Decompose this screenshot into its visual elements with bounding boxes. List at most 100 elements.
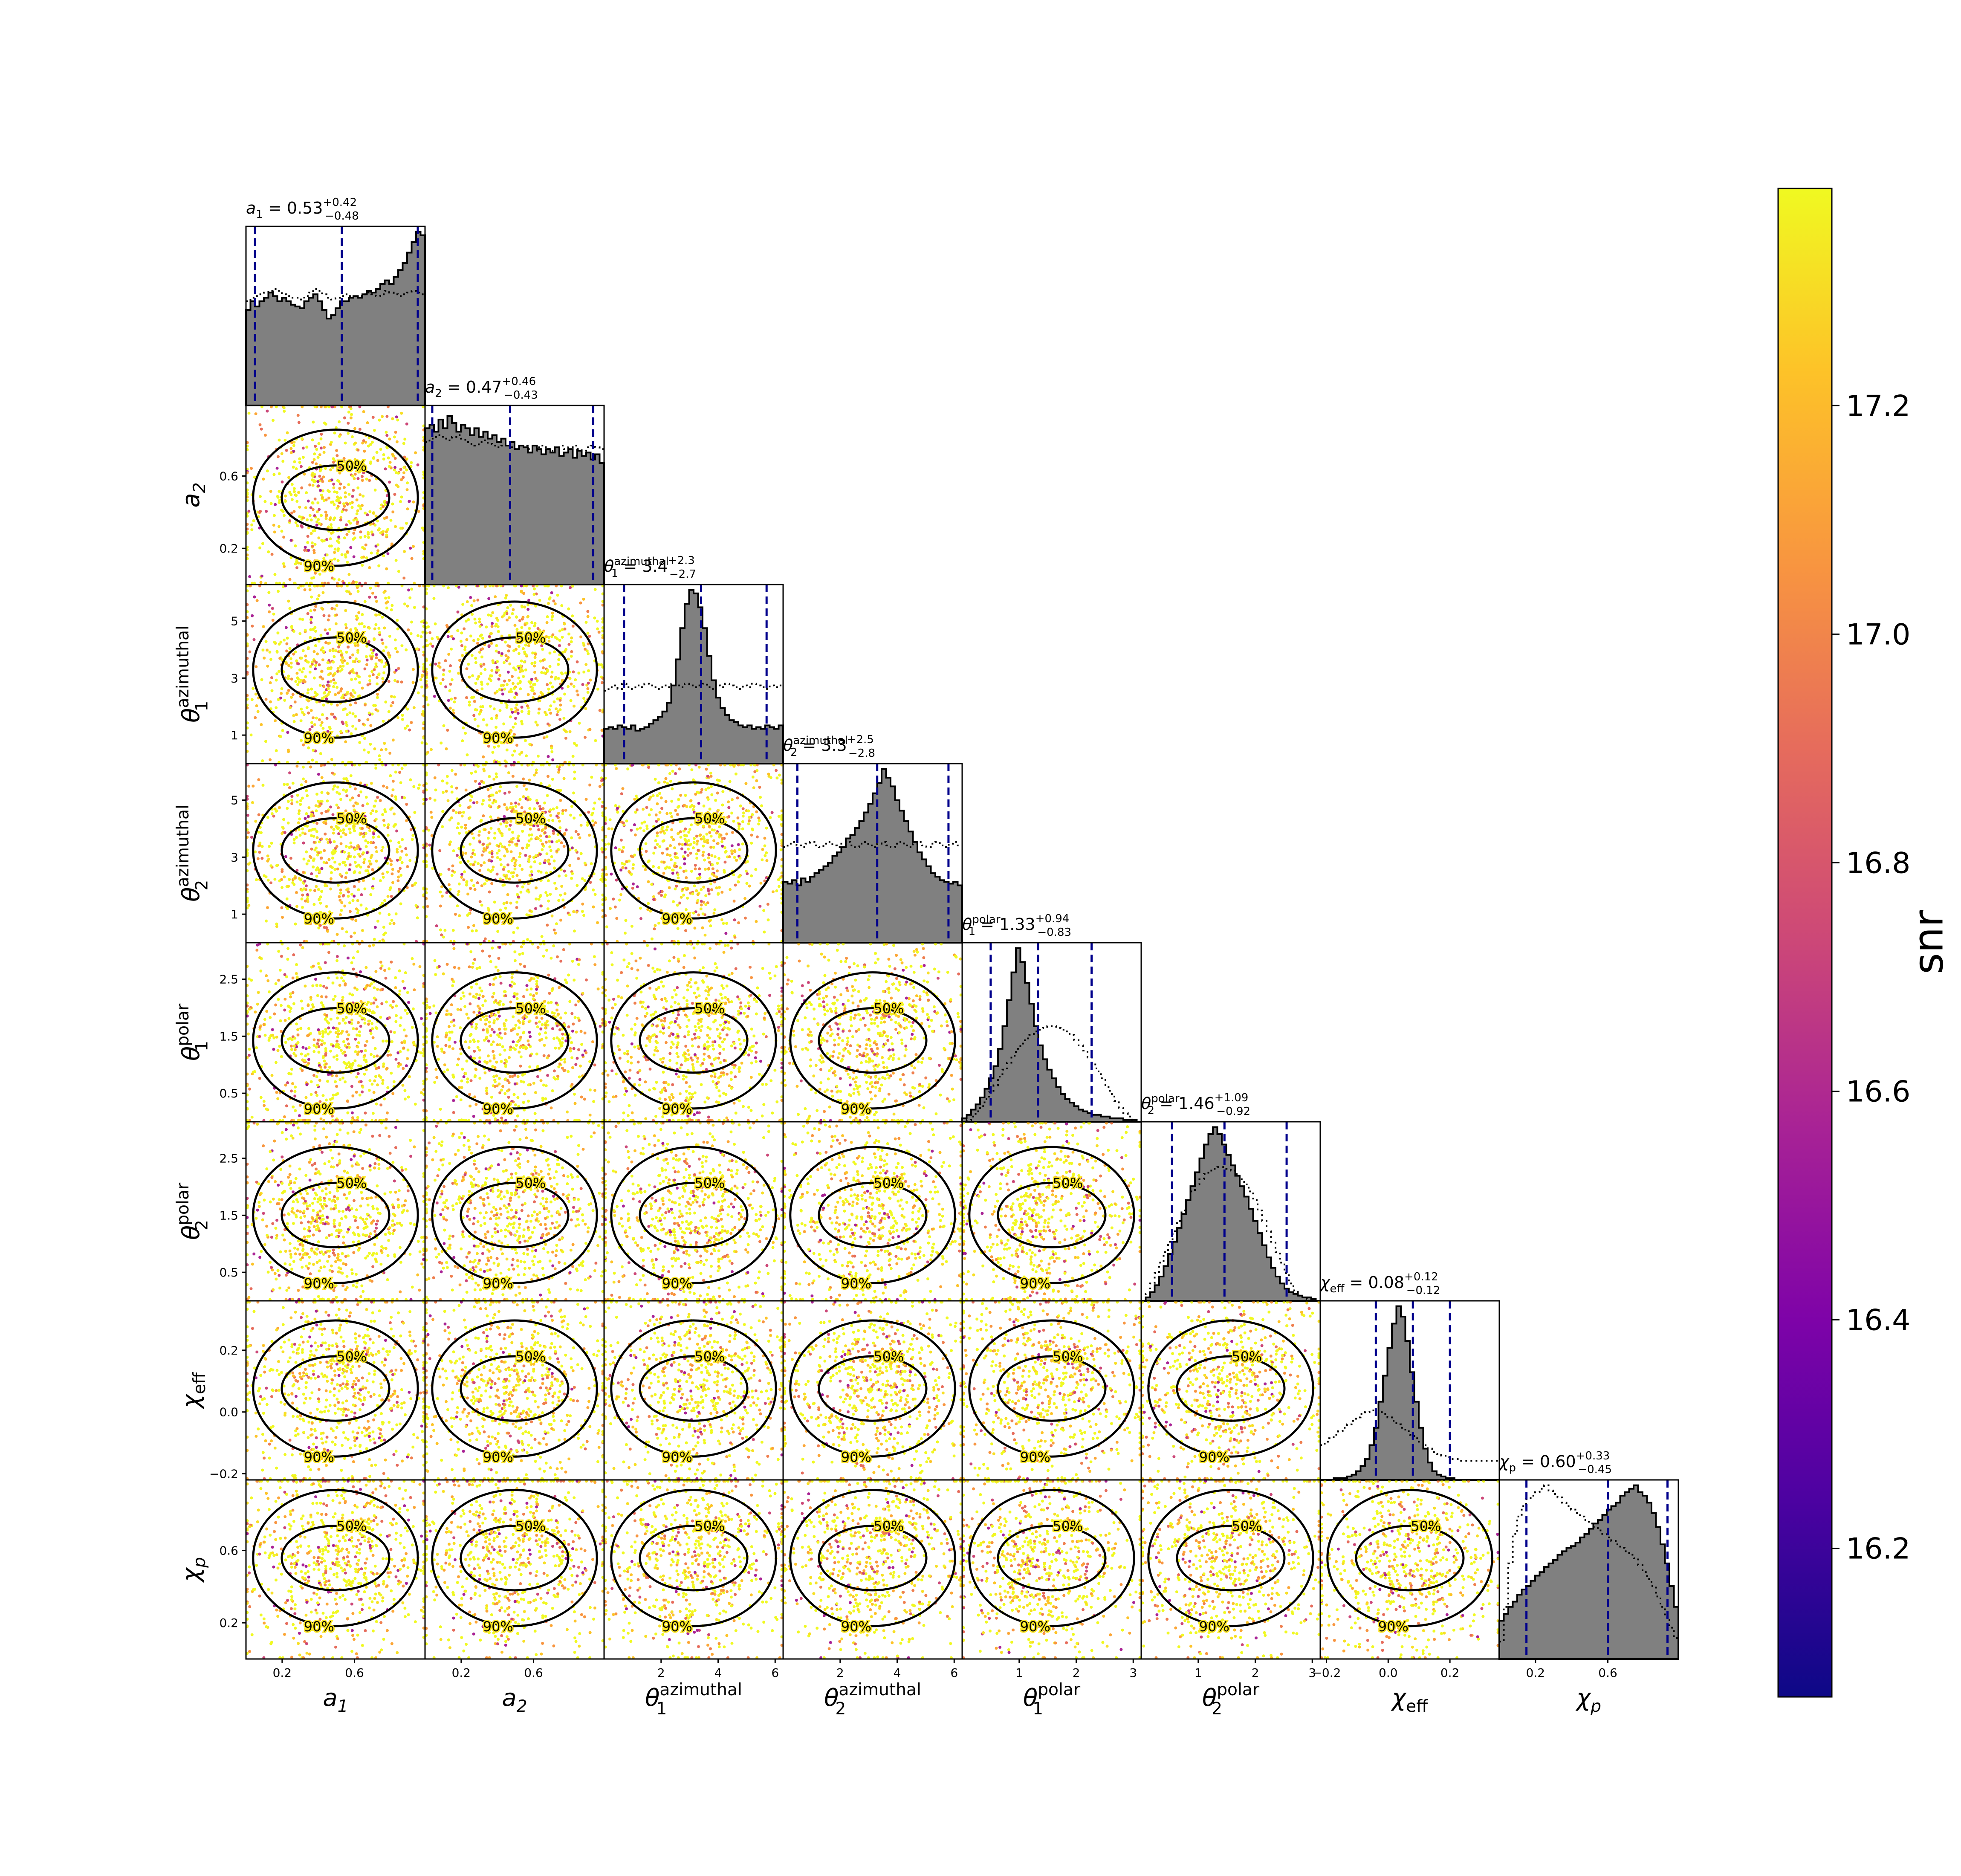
sample-point xyxy=(495,622,498,626)
sample-point xyxy=(441,779,444,783)
sample-point xyxy=(553,881,557,885)
sample-point xyxy=(303,548,307,552)
title-minus: −0.48 xyxy=(325,210,359,223)
sample-point xyxy=(304,628,307,632)
sample-point xyxy=(516,682,520,686)
sample-point xyxy=(562,716,566,720)
sample-point xyxy=(550,675,553,679)
sample-point xyxy=(371,1036,375,1039)
sample-point xyxy=(288,491,292,494)
sample-point xyxy=(312,576,315,579)
sample-point xyxy=(472,639,475,642)
sample-point xyxy=(324,466,327,470)
sample-point xyxy=(533,807,536,811)
sample-point xyxy=(561,672,564,676)
sample-point xyxy=(521,846,524,850)
sample-point xyxy=(738,827,741,831)
ytick-label: 1 xyxy=(231,728,238,742)
sample-point xyxy=(438,849,442,852)
sample-point xyxy=(491,793,495,797)
sample-point xyxy=(673,864,676,867)
sample-point xyxy=(321,1094,325,1097)
sample-point xyxy=(369,841,373,844)
sample-point xyxy=(711,867,714,871)
sample-point xyxy=(301,893,304,897)
sample-point xyxy=(307,646,310,649)
sample-point xyxy=(450,785,454,788)
sample-point xyxy=(459,861,462,864)
sample-point xyxy=(358,694,361,698)
title-plus: +2.3 xyxy=(668,554,695,567)
sample-point xyxy=(490,642,493,645)
sample-point xyxy=(314,804,318,808)
sample-point xyxy=(719,834,723,837)
sample-point xyxy=(375,860,378,863)
sample-point xyxy=(555,840,558,843)
sample-point xyxy=(353,1059,357,1062)
sample-point xyxy=(421,631,425,634)
sample-point xyxy=(495,644,498,647)
sample-point xyxy=(493,900,496,904)
sample-point xyxy=(333,785,336,788)
sample-point xyxy=(383,741,386,745)
sample-point xyxy=(380,660,384,664)
sample-point xyxy=(473,718,477,721)
sample-point xyxy=(766,918,770,922)
sample-point xyxy=(324,832,327,836)
sample-point xyxy=(352,489,355,492)
sample-point xyxy=(697,802,700,805)
sample-point xyxy=(301,446,305,450)
sample-point xyxy=(266,469,269,472)
sample-point xyxy=(500,652,504,655)
sample-point xyxy=(332,1093,335,1097)
sample-point xyxy=(333,715,336,719)
sample-point xyxy=(400,1041,404,1045)
sample-point xyxy=(526,796,530,799)
sample-point xyxy=(302,871,305,874)
sample-point xyxy=(716,842,720,845)
sample-point xyxy=(587,669,590,672)
sample-point xyxy=(499,785,502,788)
sample-point xyxy=(687,839,690,842)
sample-point xyxy=(483,668,487,671)
sample-point xyxy=(405,803,408,806)
sample-point xyxy=(379,1076,382,1079)
sample-point xyxy=(320,890,324,893)
sample-point xyxy=(477,862,480,865)
sample-point xyxy=(444,659,447,663)
sample-point xyxy=(546,615,549,619)
ylabel-theta1_az-sup: azimuthal xyxy=(174,625,193,708)
sample-point xyxy=(559,799,562,802)
sample-point xyxy=(367,626,371,630)
sample-point xyxy=(342,828,345,831)
sample-point xyxy=(558,629,561,633)
sample-point xyxy=(298,1114,301,1117)
sample-point xyxy=(466,892,470,896)
sample-point xyxy=(371,1112,375,1115)
sample-point xyxy=(365,478,368,481)
sample-point xyxy=(674,852,677,855)
sample-point xyxy=(490,717,493,720)
sample-point xyxy=(320,799,324,803)
sample-point xyxy=(544,831,547,834)
sample-point xyxy=(688,828,691,831)
sample-point xyxy=(315,885,318,888)
sample-point xyxy=(375,614,378,617)
sample-point xyxy=(664,800,668,803)
sample-point xyxy=(290,1068,293,1071)
sample-point xyxy=(498,709,502,712)
sample-point xyxy=(373,488,377,492)
sample-point xyxy=(373,638,376,641)
sample-point xyxy=(381,530,384,534)
sample-point xyxy=(291,991,295,994)
sample-point xyxy=(727,800,730,804)
sample-point xyxy=(312,479,315,482)
sample-point xyxy=(310,847,313,851)
sample-point xyxy=(465,883,468,887)
sample-point xyxy=(696,893,700,896)
sample-point xyxy=(336,667,340,670)
sample-point xyxy=(514,801,518,805)
sample-point xyxy=(769,776,772,779)
sample-point xyxy=(383,665,386,669)
sample-point xyxy=(283,1008,286,1012)
